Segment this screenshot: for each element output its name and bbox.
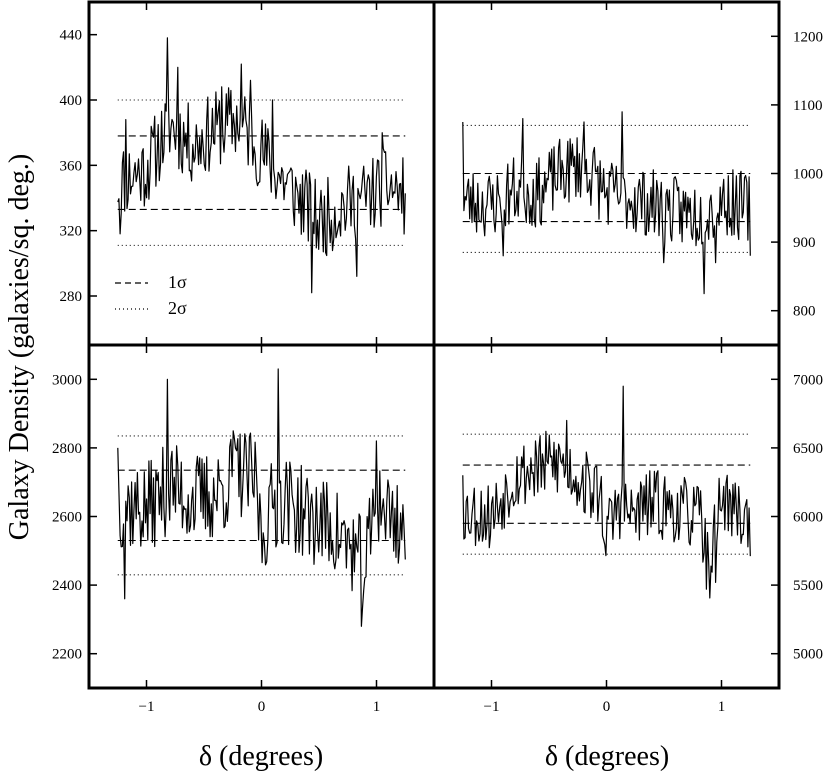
panel-bottom-left: −1 0 1 2200 2400 2600 2800 3000	[52, 343, 436, 715]
density-series-line	[117, 37, 406, 294]
density-series-line	[462, 111, 751, 295]
y-axis-title: Galaxy Density (galaxies/sq. deg.)	[4, 154, 35, 540]
y-tick-label: 900	[793, 235, 816, 251]
y-tick-label: 2600	[52, 510, 82, 526]
x-tick-label: 0	[603, 699, 611, 715]
y-tick-label: 1100	[793, 98, 822, 114]
y-tick-label: 800	[793, 304, 816, 320]
x-tick-label: 1	[373, 699, 381, 715]
y-tick-label: 5000	[793, 647, 823, 663]
y-tick-label: 5500	[793, 578, 823, 594]
legend-label-1-sigma: 1σ	[168, 272, 187, 292]
y-tick-label: 400	[60, 93, 83, 109]
panel-top-right: 800 900 1000 1100 1200	[432, 0, 823, 347]
y-tick-label: 2200	[52, 647, 82, 663]
x-axis-title-left: δ (degrees)	[199, 741, 323, 772]
y-tick-label: 7000	[793, 372, 823, 388]
y-tick-label: 6000	[793, 510, 823, 526]
y-tick-label: 2400	[52, 578, 82, 594]
legend-label-2-sigma: 2σ	[168, 298, 187, 318]
y-tick-label: 320	[60, 224, 83, 240]
panel-bottom-right: −1 0 1 5000 5500 6000 6500 7000	[432, 343, 823, 715]
y-tick-label: 2800	[52, 441, 82, 457]
density-series-line	[117, 368, 406, 627]
panel-top-left: 280 320 360 400 440	[60, 0, 436, 347]
x-tick-label: 1	[718, 699, 726, 715]
y-tick-label: 1000	[793, 167, 823, 183]
y-tick-label: 440	[60, 28, 83, 44]
x-tick-label: 0	[258, 699, 266, 715]
y-tick-label: 6500	[793, 441, 823, 457]
y-tick-label: 3000	[52, 372, 82, 388]
density-series-line	[462, 385, 751, 599]
y-tick-label: 360	[60, 158, 83, 174]
x-axis-title-right: δ (degrees)	[545, 741, 669, 772]
x-tick-label: −1	[484, 699, 500, 715]
y-tick-label: 280	[60, 289, 83, 305]
x-tick-label: −1	[139, 699, 155, 715]
legend: 1σ 2σ	[115, 272, 187, 318]
y-tick-label: 1200	[793, 29, 823, 45]
